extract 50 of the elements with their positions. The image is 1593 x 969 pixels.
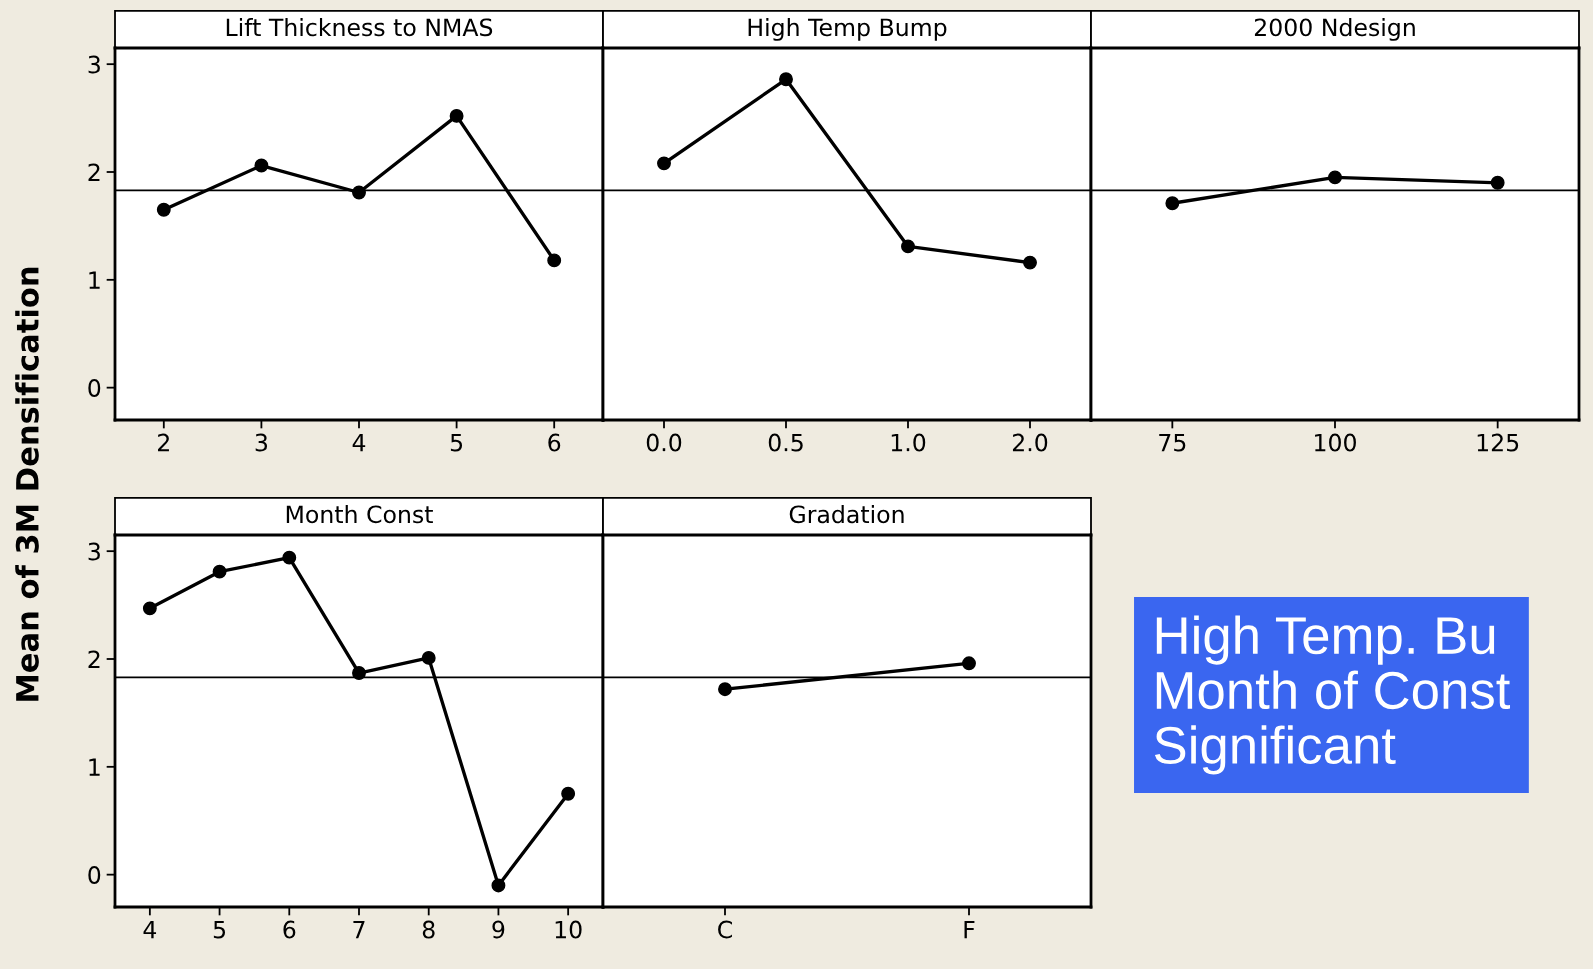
point	[561, 786, 576, 801]
point	[421, 650, 436, 665]
chart-title: Lift Thickness to NMAS	[226, 17, 493, 37]
point	[156, 202, 171, 217]
x-tick-label: 6	[283, 920, 296, 939]
x-tick-label: 2	[158, 433, 169, 452]
point	[212, 564, 227, 579]
x-tick-label: 1.0	[891, 433, 926, 452]
x-tick-label: 100	[1315, 433, 1356, 452]
text: High Temp. Bu Month of Const Significant	[1154, 615, 1511, 775]
x-tick-label: 75	[1159, 433, 1186, 452]
x-tick-label: C	[718, 920, 732, 939]
point	[142, 601, 157, 616]
y-tick-label: 1	[89, 758, 100, 776]
point	[657, 156, 671, 171]
chart-title: Month Const	[286, 504, 433, 524]
x-tick-label: 2.0	[1012, 433, 1048, 452]
x-tick-label: 0.5	[768, 433, 803, 452]
x-tick-label: 5	[450, 433, 463, 452]
y-tick-label: 3	[88, 542, 100, 561]
y-tick-label: 3	[88, 55, 100, 74]
x-tick-label: 10	[555, 920, 582, 939]
x-tick-label: 9	[492, 920, 505, 939]
x-tick-label: 125	[1477, 433, 1519, 452]
point	[449, 108, 464, 123]
y-tick-label: 0	[88, 379, 101, 397]
point	[282, 550, 297, 565]
y-tick-label: 0	[88, 866, 101, 884]
point	[901, 239, 915, 254]
x-tick-label: F	[964, 920, 975, 939]
chart-title: High Temp Bump	[748, 17, 947, 41]
chart-title: Gradation	[789, 504, 904, 524]
y-tick-label: 2	[88, 163, 100, 181]
x-tick-label: 6	[548, 433, 561, 452]
x-tick-label: 5	[213, 920, 226, 939]
point	[491, 878, 506, 893]
chart-title: 2000 Ndesign	[1254, 17, 1415, 41]
point	[779, 72, 793, 87]
x-tick-label: 7	[353, 920, 365, 939]
x-tick-label: 3	[255, 433, 268, 452]
x-tick-label: 8	[422, 920, 435, 939]
x-tick-label: 0.0	[646, 433, 682, 452]
y-tick-label: 1	[89, 271, 100, 289]
x-tick-label: 4	[143, 920, 157, 939]
x-tick-label: 4	[352, 433, 366, 452]
y-axis-title: Mean of 3M Densification	[15, 267, 39, 701]
point	[1023, 255, 1037, 270]
point	[254, 158, 269, 173]
point	[547, 253, 562, 268]
y-tick-label: 2	[88, 650, 100, 668]
